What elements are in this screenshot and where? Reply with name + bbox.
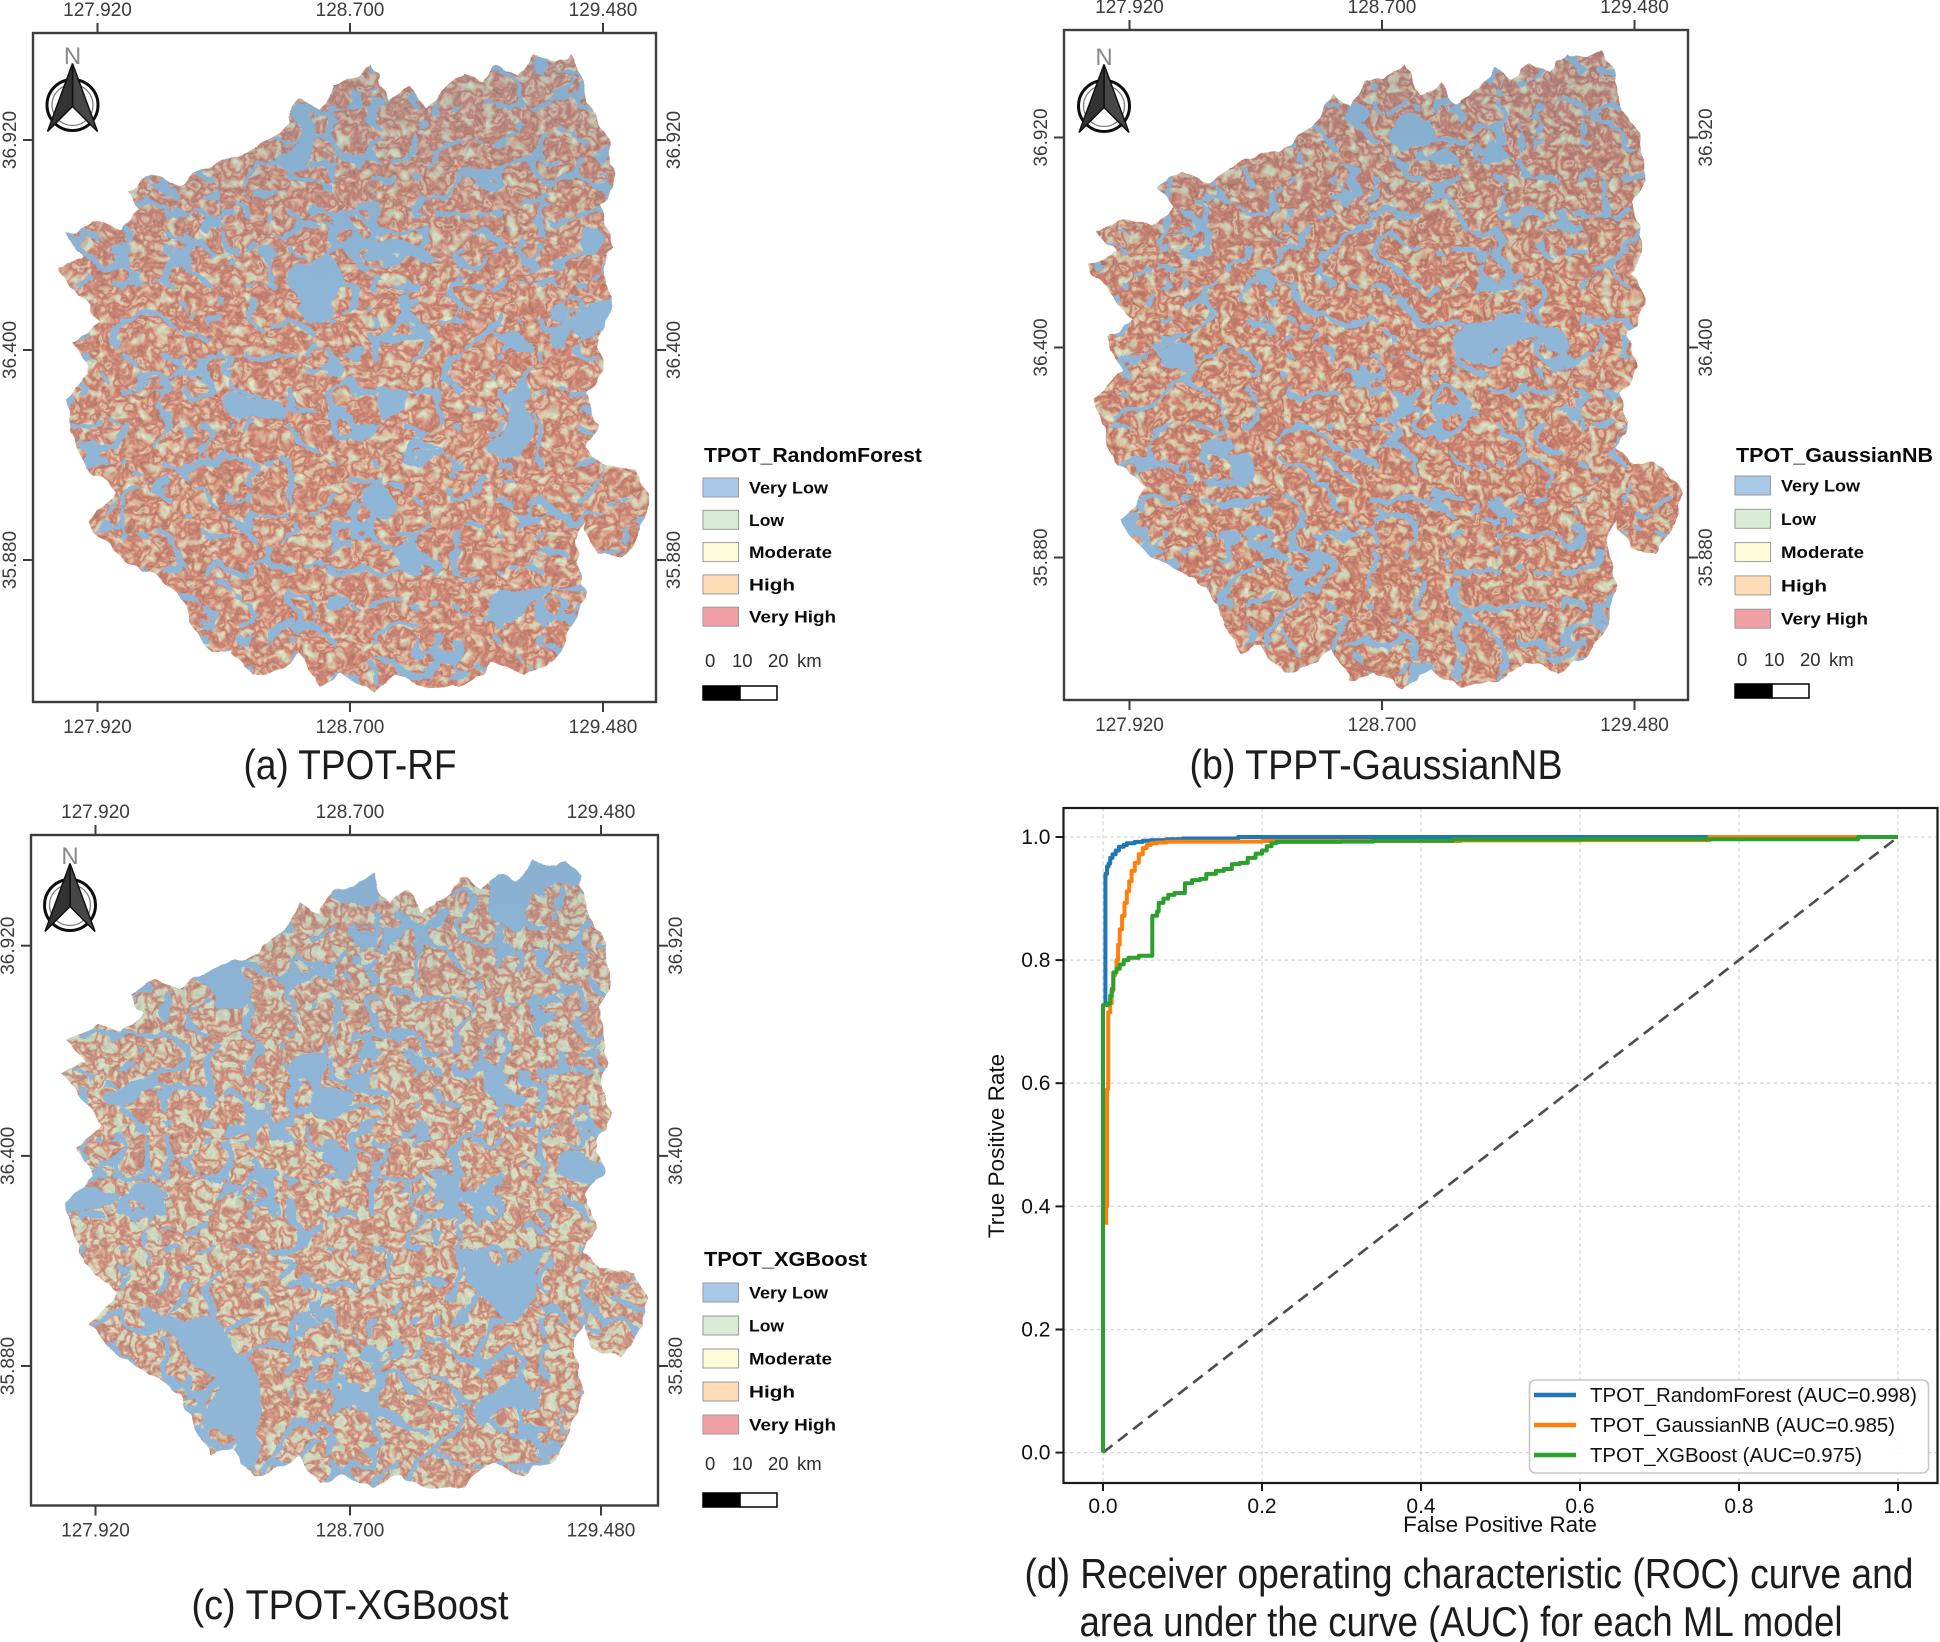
svg-text:35.880: 35.880 (0, 1337, 19, 1395)
svg-text:0.0: 0.0 (1021, 1442, 1050, 1465)
svg-text:Low: Low (749, 511, 785, 530)
svg-text:128.700: 128.700 (1348, 715, 1417, 736)
svg-text:High: High (1781, 576, 1827, 595)
svg-text:129.480: 129.480 (1600, 0, 1669, 18)
svg-text:0.8: 0.8 (1724, 1495, 1753, 1518)
svg-text:(b) TPPT-GaussianNB: (b) TPPT-GaussianNB (1190, 741, 1563, 788)
svg-text:(c) TPOT-XGBoost: (c) TPOT-XGBoost (192, 1581, 509, 1628)
svg-text:36.400: 36.400 (1696, 318, 1717, 376)
svg-text:127.920: 127.920 (1095, 0, 1164, 18)
svg-text:129.480: 129.480 (569, 0, 638, 21)
svg-text:0.2: 0.2 (1247, 1495, 1276, 1518)
svg-text:129.480: 129.480 (567, 1521, 636, 1542)
svg-text:0.6: 0.6 (1565, 1495, 1594, 1518)
svg-text:0.2: 0.2 (1021, 1319, 1050, 1342)
svg-text:129.480: 129.480 (569, 717, 638, 738)
svg-text:35.880: 35.880 (666, 1337, 687, 1395)
svg-text:36.400: 36.400 (664, 321, 685, 379)
svg-text:128.700: 128.700 (1348, 0, 1417, 18)
svg-text:36.400: 36.400 (0, 1127, 19, 1185)
svg-text:36.400: 36.400 (1031, 318, 1052, 376)
svg-text:129.480: 129.480 (567, 802, 636, 823)
svg-text:TPOT_XGBoost: TPOT_XGBoost (704, 1249, 867, 1271)
svg-text:TPOT_XGBoost (AUC=0.975): TPOT_XGBoost (AUC=0.975) (1590, 1445, 1862, 1467)
svg-text:127.920: 127.920 (1095, 715, 1164, 736)
svg-text:area under the curve (AUC) for: area under the curve (AUC) for each ML m… (1080, 1598, 1843, 1642)
svg-text:(a) TPOT-RF: (a) TPOT-RF (244, 741, 457, 788)
svg-text:35.880: 35.880 (664, 531, 685, 589)
svg-text:35.880: 35.880 (1696, 528, 1717, 586)
svg-text:128.700: 128.700 (316, 717, 385, 738)
svg-text:N: N (1095, 44, 1112, 71)
svg-text:Very High: Very High (749, 608, 836, 627)
svg-text:Low: Low (749, 1317, 785, 1336)
svg-text:0.4: 0.4 (1021, 1195, 1051, 1218)
svg-text:Very Low: Very Low (749, 479, 829, 498)
svg-text:True Positive Rate: True Positive Rate (984, 1054, 1009, 1238)
svg-text:36.920: 36.920 (1031, 108, 1052, 166)
svg-text:Very High: Very High (749, 1416, 836, 1435)
svg-text:N: N (64, 43, 81, 70)
svg-text:Moderate: Moderate (1781, 543, 1864, 562)
svg-text:0.0: 0.0 (1088, 1495, 1117, 1518)
svg-text:36.920: 36.920 (664, 111, 685, 169)
svg-text:High: High (749, 575, 795, 594)
svg-text:128.700: 128.700 (316, 1521, 385, 1542)
svg-text:36.400: 36.400 (666, 1127, 687, 1185)
svg-text:Very Low: Very Low (749, 1284, 829, 1303)
svg-text:0.8: 0.8 (1021, 949, 1050, 972)
svg-text:36.400: 36.400 (0, 321, 21, 379)
svg-text:127.920: 127.920 (61, 802, 130, 823)
svg-text:36.920: 36.920 (0, 111, 21, 169)
svg-text:Moderate: Moderate (749, 1350, 832, 1369)
svg-text:TPOT_RandomForest: TPOT_RandomForest (704, 445, 922, 467)
svg-text:TPOT_GaussianNB (AUC=0.985): TPOT_GaussianNB (AUC=0.985) (1590, 1415, 1895, 1437)
svg-text:0.4: 0.4 (1406, 1495, 1436, 1518)
svg-text:Low: Low (1781, 510, 1817, 529)
svg-text:127.920: 127.920 (61, 1521, 130, 1542)
svg-text:36.920: 36.920 (1696, 108, 1717, 166)
svg-text:35.880: 35.880 (0, 531, 21, 589)
svg-text:127.920: 127.920 (63, 717, 132, 738)
svg-text:128.700: 128.700 (316, 802, 385, 823)
svg-text:Very High: Very High (1781, 610, 1868, 629)
svg-text:1.0: 1.0 (1021, 826, 1050, 849)
svg-text:127.920: 127.920 (63, 0, 132, 21)
svg-text:Very Low: Very Low (1781, 477, 1861, 496)
svg-text:TPOT_RandomForest (AUC=0.998): TPOT_RandomForest (AUC=0.998) (1590, 1385, 1917, 1407)
svg-text:Moderate: Moderate (749, 543, 832, 562)
svg-text:35.880: 35.880 (1031, 528, 1052, 586)
svg-text:N: N (61, 843, 78, 870)
svg-text:TPOT_GaussianNB: TPOT_GaussianNB (1736, 445, 1933, 467)
svg-text:0.6: 0.6 (1021, 1072, 1050, 1095)
svg-text:High: High (749, 1383, 795, 1402)
svg-text:False Positive Rate: False Positive Rate (1403, 1512, 1597, 1537)
svg-text:36.920: 36.920 (0, 917, 19, 975)
svg-text:128.700: 128.700 (316, 0, 385, 21)
svg-text:1.0: 1.0 (1883, 1495, 1912, 1518)
svg-text:36.920: 36.920 (666, 917, 687, 975)
svg-text:129.480: 129.480 (1600, 715, 1669, 736)
svg-text:(d) Receiver operating charact: (d) Receiver operating characteristic (R… (1025, 1550, 1914, 1597)
